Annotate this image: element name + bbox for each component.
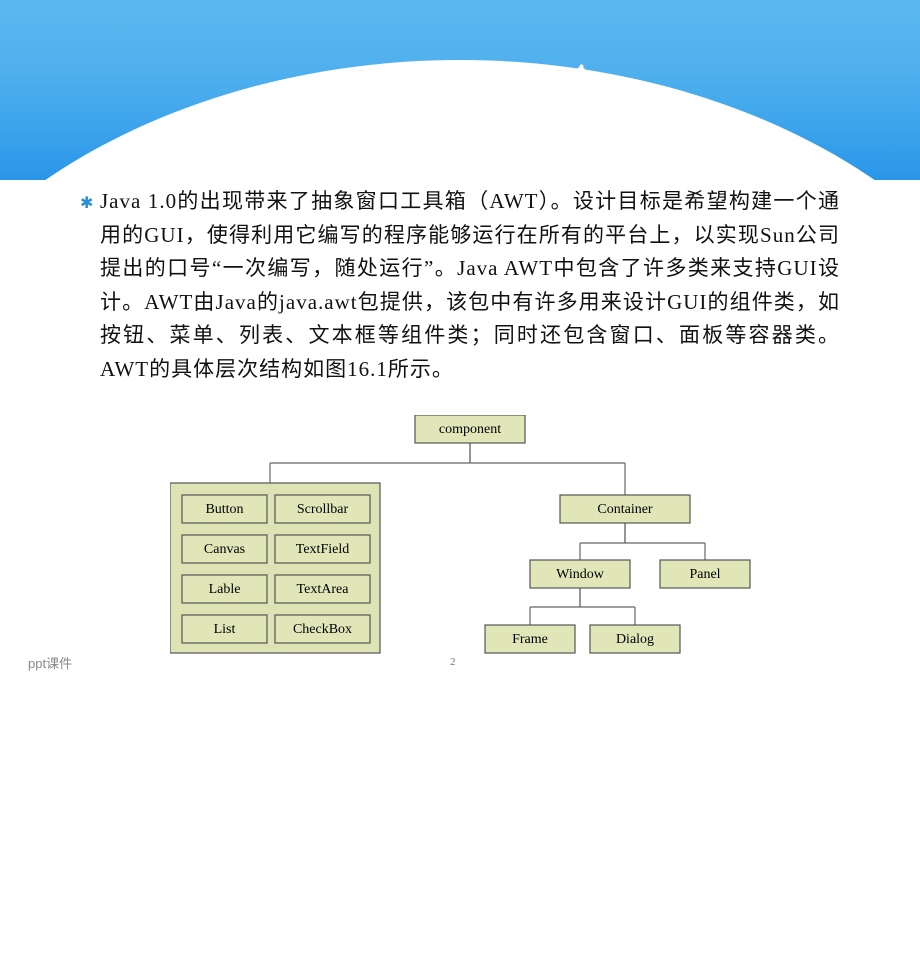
svg-text:Scrollbar: Scrollbar [297, 502, 349, 517]
footer-label: ppt课件 [28, 653, 72, 672]
svg-text:Frame: Frame [512, 632, 548, 647]
svg-text:TextArea: TextArea [297, 582, 350, 597]
svg-text:Canvas: Canvas [204, 542, 245, 557]
svg-text:List: List [214, 622, 236, 637]
svg-text:Panel: Panel [689, 567, 720, 582]
page-number: 2 [450, 656, 456, 668]
svg-text:Window: Window [556, 567, 605, 582]
svg-text:CheckBox: CheckBox [293, 622, 352, 637]
slide-header: 16.1 AWT简介 [0, 0, 920, 180]
body-content: ✱ Java 1.0的出现带来了抽象窗口工具箱（AWT）。设计目标是希望构建一个… [100, 185, 840, 387]
svg-text:Container: Container [597, 502, 653, 517]
svg-text:component: component [439, 422, 501, 437]
svg-text:Dialog: Dialog [616, 632, 654, 647]
svg-text:Button: Button [205, 502, 243, 517]
svg-text:TextField: TextField [296, 542, 349, 557]
awt-hierarchy-diagram: component Button Scrollbar Canvas TextField L… [170, 415, 780, 665]
body-paragraph: Java 1.0的出现带来了抽象窗口工具箱（AWT）。设计目标是希望构建一个通用… [100, 185, 840, 387]
svg-text:Lable: Lable [209, 582, 241, 597]
bullet-glyph: ✱ [80, 193, 93, 213]
